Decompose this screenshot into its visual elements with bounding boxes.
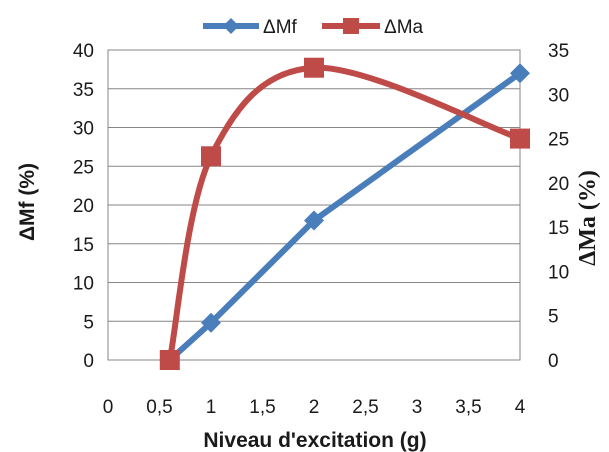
right-axis-ticks: 0 5 10 15 20 25 30 35 bbox=[548, 41, 569, 372]
y-tick-label: 10 bbox=[73, 274, 94, 295]
gridlines bbox=[108, 49, 520, 361]
x-tick-label: 0,5 bbox=[146, 397, 172, 418]
data-point-ma bbox=[159, 350, 180, 370]
x-tick-label: 3 bbox=[412, 397, 423, 418]
x-tick-label: 2,5 bbox=[352, 397, 378, 418]
legend-item-mf: ΔMf bbox=[203, 17, 298, 38]
x-tick-label: 4 bbox=[515, 397, 526, 418]
y2-tick-label: 30 bbox=[548, 85, 569, 106]
right-axis-title: ΔMa (%) bbox=[575, 170, 601, 266]
y2-tick-label: 15 bbox=[548, 218, 569, 239]
y-tick-label: 40 bbox=[73, 41, 94, 62]
data-point-ma bbox=[510, 128, 530, 149]
x-tick-label: 1,5 bbox=[249, 397, 275, 418]
data-point-ma bbox=[201, 146, 221, 167]
plot-area-border bbox=[107, 49, 521, 361]
data-point-mf bbox=[304, 210, 324, 231]
x-tick-label: 0 bbox=[103, 397, 114, 418]
y-tick-label: 30 bbox=[73, 119, 94, 140]
data-point-mf bbox=[510, 63, 530, 84]
data-point-ma bbox=[304, 57, 324, 78]
y2-tick-label: 5 bbox=[548, 307, 559, 328]
left-axis-ticks: 0 5 10 15 20 25 30 35 40 bbox=[73, 41, 94, 372]
legend-item-ma: ΔMa bbox=[322, 17, 424, 38]
x-axis-ticks: 0 0,5 1 1,5 2 2,5 3 3,5 4 bbox=[103, 397, 526, 418]
y-tick-label: 35 bbox=[73, 80, 94, 101]
y-tick-label: 25 bbox=[73, 157, 94, 178]
y-tick-label: 5 bbox=[83, 312, 94, 333]
legend-square-icon bbox=[343, 18, 359, 34]
y2-tick-label: 0 bbox=[548, 351, 559, 372]
x-axis-title: Niveau d'excitation (g) bbox=[203, 429, 426, 452]
series-layer bbox=[159, 57, 530, 370]
y2-tick-label: 25 bbox=[548, 130, 569, 151]
series-line-mf bbox=[167, 70, 522, 363]
y2-tick-label: 10 bbox=[548, 262, 569, 283]
legend-label-ma: ΔMa bbox=[384, 17, 424, 38]
y-tick-label: 0 bbox=[83, 351, 94, 372]
series-line-ma bbox=[166, 64, 521, 361]
y-tick-label: 20 bbox=[73, 196, 94, 217]
legend-label-mf: ΔMf bbox=[263, 17, 298, 38]
left-axis-title: ΔMf (%) bbox=[16, 163, 39, 241]
y-tick-label: 15 bbox=[73, 235, 94, 256]
data-point-mf bbox=[201, 312, 221, 333]
legend: ΔMf ΔMa bbox=[203, 17, 424, 38]
x-tick-label: 3,5 bbox=[455, 397, 481, 418]
legend-diamond-icon bbox=[223, 18, 239, 34]
x-tick-label: 1 bbox=[206, 397, 217, 418]
y2-tick-label: 35 bbox=[548, 41, 569, 62]
y2-tick-label: 20 bbox=[548, 174, 569, 195]
x-tick-label: 2 bbox=[309, 397, 320, 418]
